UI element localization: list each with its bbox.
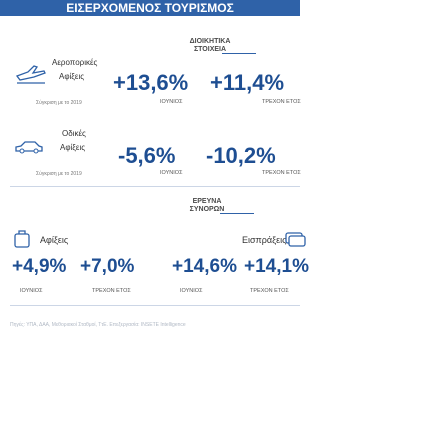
section-title: ΣΥΝΟΡΩΝ [189,206,225,213]
separator [10,305,300,306]
money-icon [285,232,306,247]
plane-icon [15,65,46,84]
ytd-value: +11,4% [210,70,285,95]
june-value: +13,6% [113,70,189,95]
section-title: ΕΡΕΥΝΑ [192,198,222,205]
header-bar [0,0,300,16]
caption: ΤΡΕΧΟΝ ΕΤΟΣ [92,288,131,294]
caption: ΤΡΕΧΟΝ ΕΤΟΣ [262,99,301,105]
june-value: +4,9% [12,256,67,277]
row-label: Αεροπορικές [52,58,98,67]
row-label: Αφίξεις [40,235,69,245]
june-value: -5,6% [118,143,176,168]
section-title: ΣΤΟΙΧΕΙΑ [193,46,227,53]
row-label: Αφίξεις [59,72,85,81]
header-title: ΕΙΣΕΡΧΟΜΕΝΟΣ ΤΟΥΡΙΣΜΟΣ [66,1,234,15]
car-icon [15,141,43,154]
ytd-value: -10,2% [206,143,276,168]
luggage-icon [14,230,30,248]
caption: ΙΟΥΝΙΟΣ [180,288,203,294]
ytd-value: +7,0% [80,256,135,277]
ytd-value: +14,1% [244,256,309,277]
separator [10,186,300,187]
caption: ΙΟΥΝΙΟΣ [160,170,183,176]
caption: ΤΡΕΧΟΝ ΕΤΟΣ [250,288,289,294]
note: Σύγκριση με το 2019 [36,100,82,106]
footer-note: Πηγές: ΥΠΑ, ΔΑΑ, Μεθοριακοί Σταθμοί, ΤτΕ… [10,322,186,328]
note: Σύγκριση με το 2019 [36,171,82,177]
section-rule [220,213,254,214]
caption: ΙΟΥΝΙΟΣ [20,288,43,294]
caption: ΙΟΥΝΙΟΣ [160,99,183,105]
june-value: +14,6% [172,256,237,277]
row-label: Αφίξεις [60,143,86,152]
row-label: Οδικές [62,129,86,138]
caption: ΤΡΕΧΟΝ ΕΤΟΣ [262,170,301,176]
row-label: Εισπράξεις [242,235,287,245]
section-rule [222,53,256,54]
section-title: ΔΙΟΙΚΗΤΙΚΑ [189,38,231,45]
